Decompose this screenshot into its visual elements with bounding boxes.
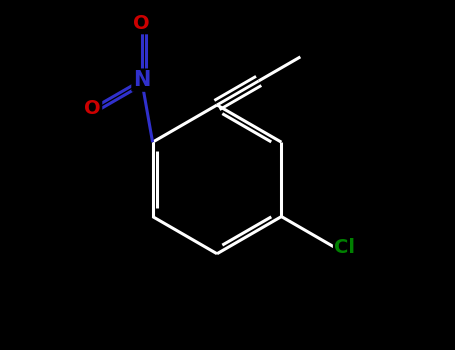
Text: N: N (133, 70, 150, 90)
Text: Cl: Cl (334, 238, 355, 257)
Text: O: O (84, 99, 101, 118)
Text: O: O (133, 14, 150, 33)
